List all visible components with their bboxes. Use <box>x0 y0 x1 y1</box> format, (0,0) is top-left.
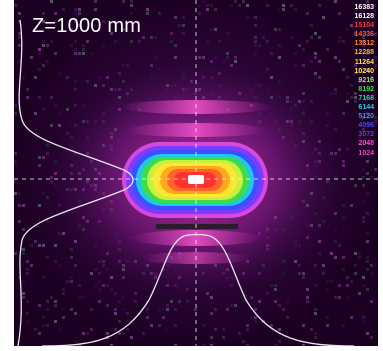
z-distance-label: Z=1000 mm <box>32 15 142 37</box>
beam-intensity-map <box>14 0 378 346</box>
scale-level: 9216 <box>358 76 374 84</box>
scale-level: 15104 <box>354 22 374 30</box>
scale-level: 6144 <box>358 104 374 112</box>
scale-level: 11264 <box>354 58 374 66</box>
scale-level: 7168 <box>358 94 374 102</box>
scale-level: 1024 <box>358 149 374 157</box>
scale-level: 3072 <box>358 131 374 139</box>
scale-level: 16383 <box>354 4 374 11</box>
scale-level: 13312 <box>354 40 374 48</box>
scale-level: 10240 <box>354 67 374 75</box>
scale-level: 2048 <box>358 140 374 148</box>
beam-core <box>122 142 268 218</box>
intensity-color-scale: 16383 16128 15104 14336 13312 12288 11264 10240… <box>344 3 374 158</box>
scale-level: 5120 <box>358 113 374 121</box>
shadow-bar <box>156 224 238 229</box>
scale-level: 14336 <box>354 31 374 39</box>
horizontal-profile-curve <box>41 233 355 346</box>
scale-level: 8192 <box>358 85 374 93</box>
vertical-profile-curve <box>17 19 134 346</box>
scale-level: 16128 <box>354 13 374 21</box>
beam-profile-image: Z=1000 mm 16383 16128 15104 14336 13312 12288… <box>14 0 378 346</box>
lower-fringe <box>131 230 261 246</box>
scale-level: 12288 <box>354 49 374 57</box>
scale-level: 4096 <box>358 122 374 130</box>
